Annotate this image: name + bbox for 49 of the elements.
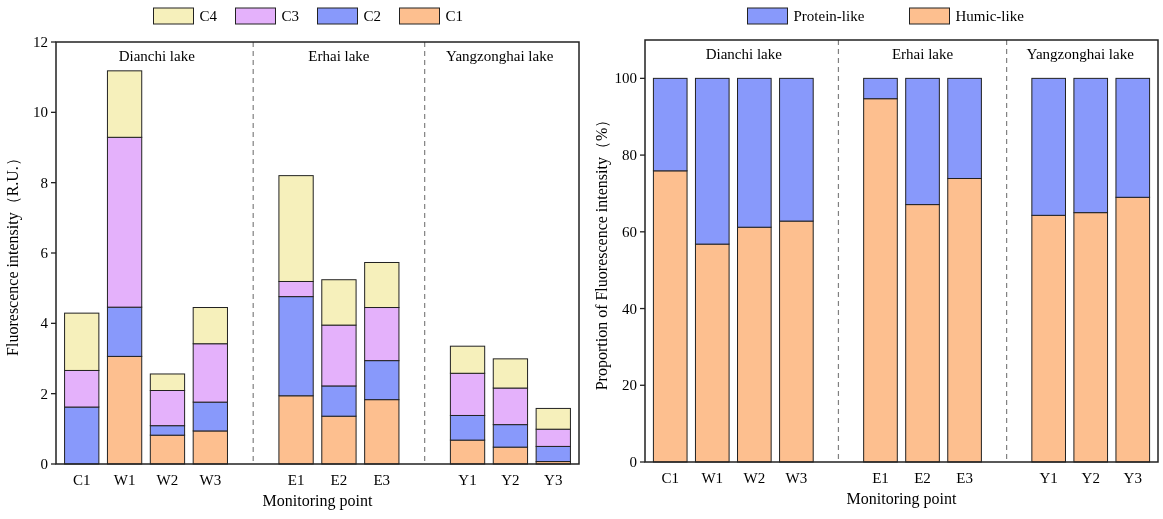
legend-label: Humic-like bbox=[955, 8, 1025, 24]
y-tick-label: 80 bbox=[622, 147, 637, 164]
x-axis-title: Monitoring point bbox=[262, 492, 373, 510]
annotation: Yangzonghai lake bbox=[1026, 46, 1135, 62]
x-tick-label: Y1 bbox=[1039, 470, 1058, 486]
y-tick-label: 40 bbox=[622, 300, 637, 317]
y-tick-label: 100 bbox=[614, 70, 637, 87]
x-tick-label: C1 bbox=[661, 470, 679, 486]
legend-label: C1 bbox=[445, 8, 464, 24]
y-tick-label: 60 bbox=[622, 223, 637, 240]
x-tick-label: W2 bbox=[743, 470, 766, 486]
x-tick-label: E3 bbox=[956, 470, 973, 486]
x-tick-label: E1 bbox=[287, 472, 305, 488]
y-axis-title: Proportion of Fluorescence intensity（%） bbox=[593, 111, 611, 391]
legend-label: C2 bbox=[363, 8, 382, 24]
legend-label: C3 bbox=[281, 8, 300, 24]
y-tick-label: 8 bbox=[40, 174, 48, 191]
y-tick-label: 2 bbox=[40, 385, 48, 402]
x-tick-label: Y2 bbox=[1081, 470, 1100, 486]
x-axis-title: Monitoring point bbox=[846, 490, 957, 508]
x-tick-label: Y3 bbox=[1123, 470, 1142, 486]
y-tick-label: 20 bbox=[622, 377, 637, 394]
y-tick-label: 6 bbox=[40, 245, 49, 261]
x-tick-label: E3 bbox=[373, 472, 391, 488]
legend-label: C4 bbox=[199, 8, 218, 24]
x-tick-label: C1 bbox=[72, 472, 91, 488]
y-tick-label: 0 bbox=[40, 456, 48, 472]
annotation: Erhai lake bbox=[308, 48, 370, 64]
x-tick-label: E1 bbox=[872, 470, 889, 486]
x-tick-label: W1 bbox=[701, 470, 724, 486]
x-tick-label: W3 bbox=[785, 470, 808, 486]
annotation: Dianchi lake bbox=[118, 48, 196, 64]
x-tick-label: E2 bbox=[914, 470, 931, 486]
x-tick-label: Y2 bbox=[501, 472, 520, 488]
y-tick-label: 4 bbox=[40, 315, 49, 332]
y-axis-title: Fluorescence intensity（R.U.） bbox=[4, 150, 22, 356]
y-tick-label: 0 bbox=[629, 454, 637, 470]
annotation: Yangzonghai lake bbox=[446, 48, 554, 64]
x-tick-label: W3 bbox=[199, 472, 222, 488]
x-tick-label: Y3 bbox=[544, 472, 563, 488]
y-tick-label: 12 bbox=[33, 34, 48, 50]
y-tick-label: 10 bbox=[33, 104, 48, 121]
legend-label: Protein-like bbox=[793, 8, 865, 24]
x-tick-label: Y1 bbox=[458, 472, 477, 488]
annotation: Erhai lake bbox=[891, 46, 954, 62]
x-tick-label: W2 bbox=[156, 472, 179, 488]
x-tick-label: W1 bbox=[113, 472, 136, 488]
annotation: Dianchi lake bbox=[705, 46, 783, 62]
x-tick-label: E2 bbox=[330, 472, 348, 488]
